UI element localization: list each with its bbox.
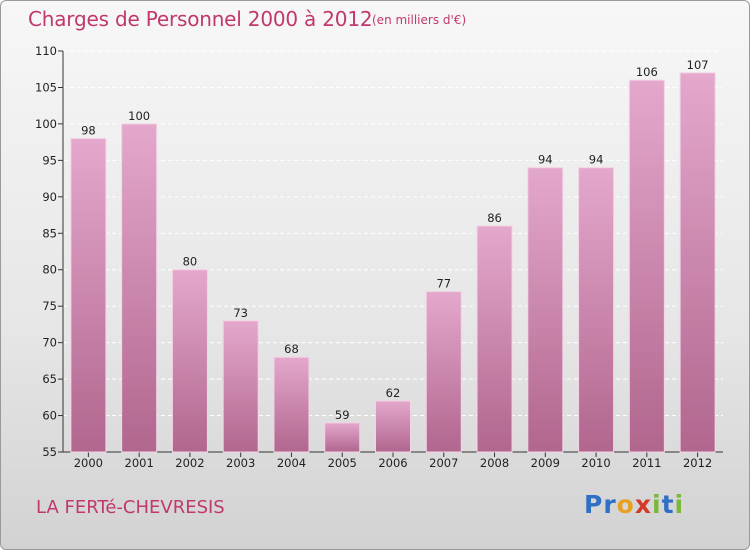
chart-title: Charges de Personnel 2000 à 2012 bbox=[28, 7, 373, 31]
x-tick-label-2006: 2006 bbox=[378, 456, 407, 470]
y-tick-label: 85 bbox=[42, 226, 57, 240]
value-label-2008: 86 bbox=[487, 211, 502, 225]
value-label-2011: 106 bbox=[636, 65, 658, 79]
y-tick-label: 95 bbox=[42, 153, 57, 167]
bar-2001 bbox=[121, 123, 158, 453]
bar-2004 bbox=[273, 356, 310, 453]
value-label-2007: 77 bbox=[436, 277, 451, 291]
chart-subtitle: (en milliers d'€) bbox=[372, 13, 467, 27]
y-tick-label: 65 bbox=[42, 372, 57, 386]
bar-2000 bbox=[70, 137, 107, 453]
bar-2002 bbox=[171, 269, 208, 453]
bar-2003 bbox=[222, 320, 259, 453]
town-name: LA FERTé-CHEVRESIS bbox=[36, 497, 225, 518]
y-tick-label: 75 bbox=[42, 299, 57, 313]
x-tick-label-2010: 2010 bbox=[581, 456, 610, 470]
x-tick-label-2002: 2002 bbox=[175, 456, 204, 470]
value-label-2002: 80 bbox=[183, 255, 198, 269]
x-tick-label-2009: 2009 bbox=[531, 456, 560, 470]
bar-2012 bbox=[679, 72, 716, 453]
y-tick-label: 90 bbox=[42, 190, 57, 204]
logo-letter: x bbox=[634, 490, 652, 519]
y-tick-label: 60 bbox=[42, 409, 57, 423]
logo-letter: i bbox=[652, 490, 662, 519]
y-tick-label: 105 bbox=[35, 80, 57, 94]
x-tick-label-2011: 2011 bbox=[632, 456, 661, 470]
x-tick-label-2000: 2000 bbox=[74, 456, 103, 470]
value-label-2003: 73 bbox=[233, 306, 248, 320]
bar-2009 bbox=[527, 167, 564, 453]
x-tick-label-2004: 2004 bbox=[277, 456, 306, 470]
x-tick-label-2001: 2001 bbox=[125, 456, 154, 470]
bar-2010 bbox=[578, 167, 615, 453]
value-label-2004: 68 bbox=[284, 342, 299, 356]
y-tick-label: 70 bbox=[42, 336, 57, 350]
x-tick-label-2007: 2007 bbox=[429, 456, 458, 470]
value-label-2005: 59 bbox=[335, 408, 350, 422]
x-tick-label-2008: 2008 bbox=[480, 456, 509, 470]
bar-2005 bbox=[324, 422, 361, 453]
proxiti-logo: Proxiti bbox=[584, 490, 684, 519]
y-tick-label: 55 bbox=[42, 445, 57, 459]
logo-letter: i bbox=[674, 490, 685, 519]
logo-letter: o bbox=[616, 490, 635, 519]
y-tick-label: 80 bbox=[42, 263, 57, 277]
value-label-2006: 62 bbox=[386, 386, 401, 400]
bar-2007 bbox=[425, 291, 462, 453]
bar-2008 bbox=[476, 225, 513, 453]
value-label-2010: 94 bbox=[589, 153, 604, 167]
value-label-2000: 98 bbox=[81, 123, 96, 137]
x-tick-label-2012: 2012 bbox=[683, 456, 712, 470]
y-tick-label: 110 bbox=[35, 44, 57, 58]
value-label-2009: 94 bbox=[538, 153, 553, 167]
logo-letter: P bbox=[584, 490, 604, 519]
bar-2011 bbox=[628, 79, 665, 453]
logo-letter: r bbox=[603, 490, 617, 519]
x-tick-label-2005: 2005 bbox=[328, 456, 357, 470]
bar-2006 bbox=[375, 400, 411, 453]
logo-letter: t bbox=[661, 490, 675, 519]
value-label-2001: 100 bbox=[128, 109, 150, 123]
y-tick-label: 100 bbox=[35, 117, 57, 131]
value-label-2012: 107 bbox=[687, 58, 709, 72]
x-tick-label-2003: 2003 bbox=[226, 456, 255, 470]
